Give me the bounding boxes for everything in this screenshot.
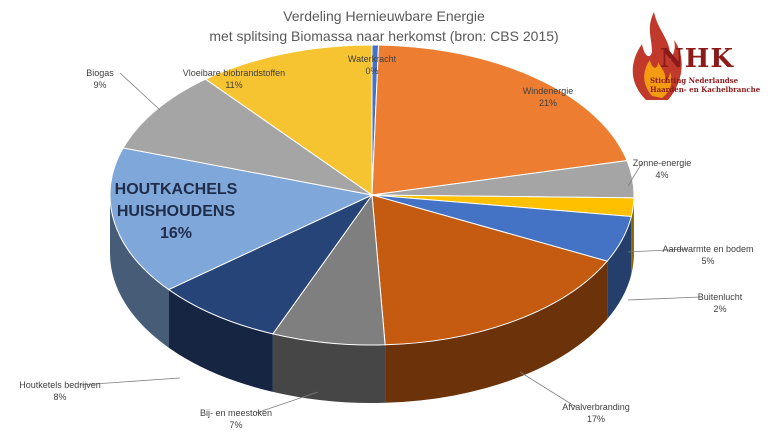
- slice-label-pct-1: 21%: [539, 98, 557, 108]
- pie-slice-bij-en-meestoken: [272, 193, 386, 346]
- slice-label-group-2: Zonne-energie 4%: [627, 158, 692, 187]
- slice-label-group-8: HOUTKACHELS HUISHOUDENS 16%: [115, 181, 238, 242]
- slice-label-name-2: Zonne-energie: [633, 158, 692, 168]
- slice-label-group-5: Afvalverbranding 17%: [519, 371, 630, 424]
- slice-label-group-6: Bij- en meestoken 7%: [200, 391, 319, 430]
- chart-title-block: Verdeling Hernieuwbare Energie met split…: [0, 6, 768, 46]
- leader-line-4: [627, 248, 689, 253]
- logo-subtitle-line1: Stichting Nederlandse: [650, 76, 739, 85]
- slice-label-name-0: Waterkracht: [348, 54, 397, 64]
- slice-label-pct-3: 2%: [713, 304, 726, 314]
- slice-label-pct-5: 17%: [587, 414, 605, 424]
- slice-label-pct-0: 0%: [365, 66, 378, 76]
- slice-label-name-4: Aardwarmte en bodem: [662, 244, 753, 254]
- pie-slice-biogas: [122, 78, 373, 196]
- pie-slice-vloeibare-biobrandstoffen: [204, 44, 373, 196]
- slice-label-name-10: Vloeibare biobrandstoffen: [183, 68, 285, 78]
- pie-side-7: [168, 289, 273, 392]
- leader-line-3: [627, 296, 701, 301]
- slice-label-pct-8: 16%: [160, 225, 192, 242]
- slice-label-pct-4: 5%: [701, 256, 714, 266]
- slice-label-group-1: Windenergie 21%: [523, 86, 574, 108]
- chart-title: Verdeling Hernieuwbare Energie: [283, 8, 485, 24]
- slice-label-name-8: HUISHOUDENS: [117, 203, 236, 220]
- pie-slice-houtkachels-huishoudens: [109, 147, 374, 291]
- pie-side-walls: [110, 195, 634, 403]
- slice-label-name-9: Biogas: [86, 68, 114, 78]
- leader-line-5: [519, 371, 577, 408]
- leader-line-7: [79, 377, 181, 386]
- pie-side-4: [607, 216, 632, 320]
- leader-line-6: [255, 391, 319, 414]
- slice-label-pct-2: 4%: [655, 170, 668, 180]
- pie-side-3: [631, 197, 634, 275]
- slice-label-group-9: Biogas 9%: [86, 68, 161, 111]
- pie-side-5: [385, 261, 608, 403]
- pie-slice-houtketels-bedrijven: [167, 193, 374, 335]
- slice-label-group-10: Vloeibare biobrandstoffen 11%: [183, 68, 285, 90]
- pie-slice-windenergie: [371, 44, 628, 196]
- slice-label-pct-7: 8%: [53, 392, 66, 402]
- leader-line-2: [627, 162, 643, 187]
- slice-label-name-6: Bij- en meestoken: [200, 408, 272, 418]
- slice-label-name-8: HOUTKACHELS: [115, 181, 238, 198]
- slice-label-pct-10: 11%: [225, 80, 242, 90]
- logo-name: NHK: [660, 44, 734, 74]
- slice-label-pct-9: 9%: [93, 80, 106, 90]
- slice-label-group-4: Aardwarmte en bodem 5%: [627, 244, 754, 266]
- leader-line-9: [119, 72, 161, 111]
- pie-slice-afvalverbranding: [371, 194, 609, 346]
- slice-label-name-7: Houtketels bedrijven: [19, 380, 101, 390]
- slice-label-group-7: Houtketels bedrijven 8%: [19, 377, 181, 402]
- logo-subtitle: Stichting Nederlandse Haarden- en Kachel…: [650, 76, 762, 94]
- slice-label-name-1: Windenergie: [523, 86, 574, 96]
- pie-side-8: [110, 195, 169, 348]
- slice-label-name-3: Buitenlucht: [698, 292, 743, 302]
- chart-subtitle: met splitsing Biomassa naar herkomst (br…: [209, 28, 559, 44]
- flame-logo-icon: [632, 12, 682, 100]
- slice-label-group-0: Waterkracht 0%: [348, 54, 397, 76]
- logo-subtitle-line2: Haarden- en Kachelbranche: [650, 85, 761, 94]
- slice-label-name-5: Afvalverbranding: [562, 402, 630, 412]
- slice-label-pct-6: 7%: [229, 420, 242, 430]
- slice-label-group-3: Buitenlucht 2%: [627, 292, 743, 314]
- pie-side-6: [272, 333, 386, 403]
